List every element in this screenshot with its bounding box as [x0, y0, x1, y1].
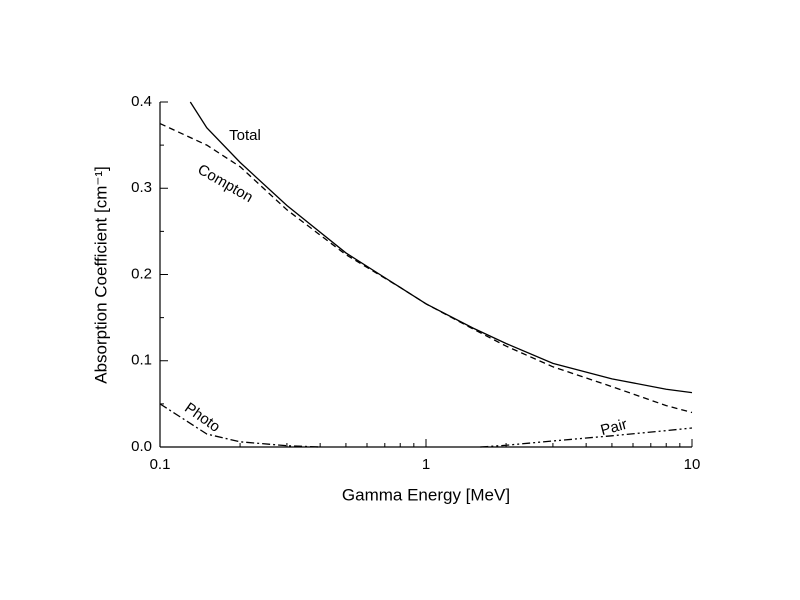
- series-line: [159, 403, 321, 448]
- y-axis-label: Absorption Coefficient [cm⁻¹]: [91, 166, 110, 383]
- series-line: [480, 427, 693, 448]
- y-tick-label: 0.3: [131, 179, 152, 196]
- y-tick-label: 0.0: [131, 438, 152, 455]
- series-line: [159, 122, 693, 414]
- y-tick-label: 0.4: [131, 93, 152, 110]
- x-tick-label: 1: [422, 456, 430, 473]
- x-tick-label: 10: [684, 456, 701, 473]
- x-axis-label: Gamma Energy [MeV]: [342, 485, 510, 504]
- series-label: Total: [229, 127, 261, 144]
- series-label: Pair: [599, 416, 629, 439]
- x-tick-label: 0.1: [150, 456, 171, 473]
- y-tick-label: 0.2: [131, 265, 152, 282]
- y-tick-label: 0.1: [131, 352, 152, 369]
